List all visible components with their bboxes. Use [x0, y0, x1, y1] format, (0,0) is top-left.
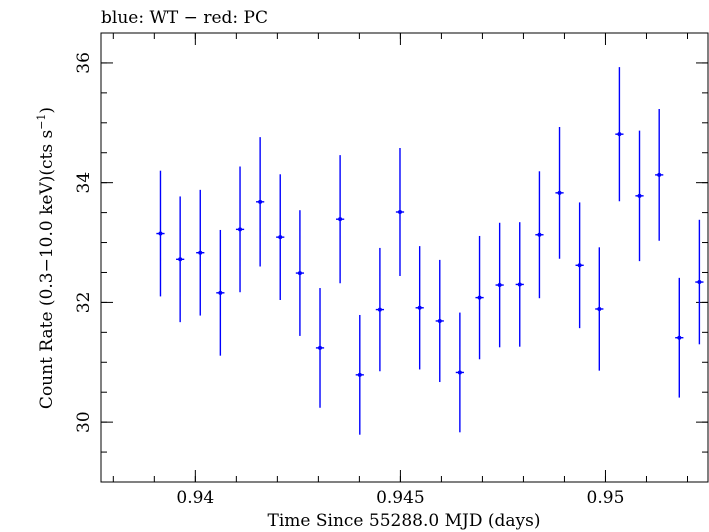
data-point	[336, 155, 345, 284]
x-tick-label: 0.94	[176, 488, 214, 508]
point-marker	[697, 280, 702, 285]
point-marker	[198, 250, 203, 255]
data-point	[235, 166, 245, 293]
data-point	[156, 170, 165, 297]
data-point	[535, 171, 544, 299]
data-point	[375, 247, 384, 372]
point-marker	[397, 210, 402, 215]
data-point	[575, 202, 584, 329]
point-marker	[517, 282, 522, 287]
chart-title: blue: WT − red: PC	[101, 8, 268, 28]
data-point	[415, 246, 424, 370]
y-axis-label: Count Rate (0.3−10.0 keV)(cts s−1)	[35, 107, 57, 409]
data-point	[695, 219, 704, 345]
data-point	[435, 259, 444, 383]
point-marker	[437, 318, 442, 323]
data-point	[655, 109, 664, 241]
data-point	[256, 137, 265, 267]
data-point	[515, 222, 524, 347]
point-marker	[258, 199, 263, 204]
point-marker	[617, 132, 622, 137]
plot-frame	[100, 32, 709, 483]
point-marker	[178, 257, 183, 262]
data-point	[295, 210, 305, 336]
axes: 0.94 0.945 0.95 30 32 34 36	[74, 32, 708, 508]
point-marker	[377, 307, 382, 312]
point-marker	[297, 271, 302, 276]
point-marker	[417, 305, 422, 310]
data-point	[315, 288, 325, 408]
point-marker	[357, 372, 362, 377]
y-tick-label: 36	[74, 52, 94, 74]
data-point	[615, 67, 624, 202]
x-tick-label: 0.95	[587, 488, 625, 508]
data-point	[196, 189, 205, 316]
y-axis-label-tail: )	[37, 107, 57, 114]
y-axis-label-superscript: −1	[35, 114, 48, 130]
point-marker	[158, 231, 163, 236]
point-marker	[318, 345, 323, 350]
point-marker	[577, 263, 582, 268]
data-point	[216, 229, 225, 356]
data-point	[276, 174, 285, 301]
data-series	[156, 67, 704, 435]
point-marker	[537, 232, 542, 237]
data-point	[176, 196, 185, 323]
data-point	[635, 130, 644, 262]
x-axis-label: Time Since 55288.0 MJD (days)	[268, 511, 541, 531]
y-tick-label: 34	[74, 172, 94, 194]
point-marker	[497, 283, 502, 288]
data-point	[675, 277, 684, 398]
point-marker	[218, 290, 223, 295]
y-tick-label: 32	[74, 292, 94, 314]
point-marker	[278, 235, 283, 240]
point-marker	[238, 227, 243, 232]
point-marker	[338, 217, 343, 222]
data-point	[395, 147, 405, 277]
data-point	[355, 314, 364, 435]
x-tick-label: 0.945	[376, 488, 425, 508]
y-tick-label: 30	[74, 411, 94, 433]
point-marker	[597, 306, 602, 311]
point-marker	[657, 172, 662, 177]
point-marker	[477, 295, 482, 300]
point-marker	[677, 335, 682, 340]
point-marker	[457, 370, 462, 375]
data-point	[495, 222, 504, 348]
point-marker	[557, 190, 562, 195]
y-axis-label-main: Count Rate (0.3−10.0 keV)(cts s	[37, 130, 57, 409]
point-marker	[637, 193, 642, 198]
data-point	[455, 312, 464, 433]
data-point	[475, 235, 484, 360]
data-point	[595, 247, 604, 371]
data-point	[555, 126, 564, 259]
